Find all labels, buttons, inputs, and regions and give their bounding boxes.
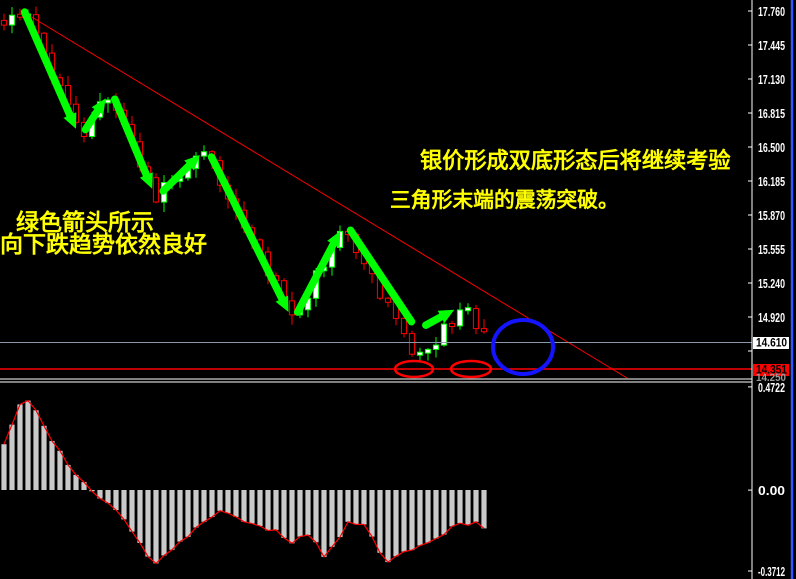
svg-text:银价形成双底形态后将继续考验: 银价形成双底形态后将继续考验 [420, 147, 731, 173]
svg-text:0.00: 0.00 [758, 483, 785, 498]
svg-text:17.130: 17.130 [758, 72, 785, 87]
svg-text:向下跌趋势依然良好: 向下跌趋势依然良好 [0, 231, 207, 257]
svg-text:15.240: 15.240 [758, 276, 785, 291]
svg-text:15.555: 15.555 [758, 242, 785, 257]
svg-text:16.500: 16.500 [758, 140, 785, 155]
svg-text:14.920: 14.920 [758, 310, 785, 325]
svg-text:17.760: 17.760 [758, 4, 785, 19]
svg-text:-0.3712: -0.3712 [758, 564, 785, 579]
svg-text:16.185: 16.185 [758, 174, 785, 189]
svg-text:三角形末端的震荡突破。: 三角形末端的震荡突破。 [390, 188, 619, 212]
svg-text:17.445: 17.445 [758, 38, 785, 53]
svg-text:15.870: 15.870 [758, 208, 785, 223]
svg-text:16.815: 16.815 [758, 106, 785, 121]
svg-text:0.4722: 0.4722 [758, 380, 785, 395]
svg-text:14.610: 14.610 [756, 336, 787, 350]
